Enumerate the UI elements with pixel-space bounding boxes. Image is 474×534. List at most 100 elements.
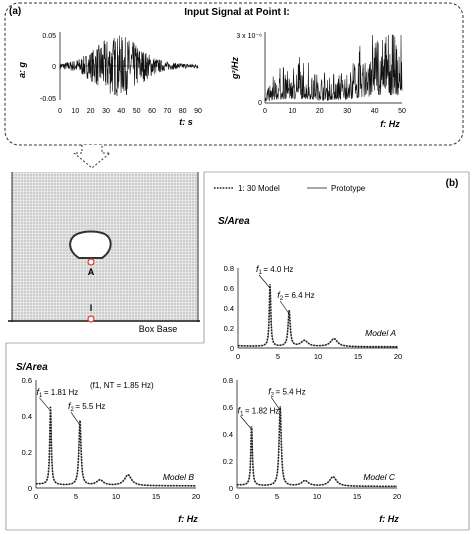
acc-xtick-label: 70 [163,108,171,115]
peak-label-sub: 2 [280,296,284,302]
psd-ytick-zero: 0 [258,100,262,107]
x-axis-title: f: Hz [379,514,399,524]
psd-signal-trace [264,34,403,102]
x-tick-label: 20 [394,352,402,361]
y-tick-label: 0.6 [223,403,233,412]
acc-ytick-mid: 0 [52,64,56,71]
panel-a-label: (a) [9,6,21,17]
model-annotation: Model B [163,472,195,482]
peak-label-f: f [36,387,40,397]
peak-label-text: = 5.4 Hz [276,387,306,396]
x-tick-label: 5 [275,492,279,501]
x-tick-label: 5 [74,492,78,501]
legend: 1: 30 Model Prototype [214,184,366,193]
model-annotation: Model A [365,328,396,338]
acc-xtick-label: 10 [71,108,79,115]
peak-label-f: f [238,405,242,415]
x-tick-label: 15 [354,352,362,361]
psd-xtick-label: 40 [371,108,379,115]
peak-label-text: = 1.82 Hz [245,406,279,415]
x-tick-label: 10 [313,492,321,501]
x-tick-label: 20 [192,492,200,501]
panel-a-title: Input Signal at Point I: [184,7,290,18]
peak-label-sub: 1 [259,270,263,276]
psd-xtick-label: 30 [343,108,351,115]
y-tick-label: 0.2 [22,448,32,457]
y-tick-label: 0 [230,344,234,353]
panel-b-label: (b) [446,178,459,189]
peak-label-text: = 5.5 Hz [75,402,105,411]
chart-model-a: 0 0.2 0.4 0.6 0.8 0 5 10 15 20 f 1 = 4.0 Hz f2 = 6.4 H… [218,216,402,361]
x-tick-label: 15 [152,492,160,501]
peak-label-text: = 4.0 Hz [263,265,293,274]
y-axis-title: S/Area [218,216,250,227]
acc-xtick-label: 40 [117,108,125,115]
peak-label-leader [279,300,290,315]
peak-label-text: = 1.81 Hz [44,388,78,397]
y-tick-label: 0.8 [224,264,234,273]
natural-frequency-note: (f1, NT = 1.85 Hz) [90,381,154,390]
acc-xtick-label: 20 [87,108,95,115]
acc-xtick-label: 30 [102,108,110,115]
psd-ytick-top: 3 x 10⁻⁶ [236,33,262,40]
peak-label: f1 = 1.82 Hz [238,405,280,417]
box-base-label: Box Base [139,324,178,334]
down-arrow [72,145,112,169]
acc-xtick-label: 80 [179,108,187,115]
peak-label: f2 = 6.4 Hz [277,290,314,302]
psd-x-label: f: Hz [380,119,400,129]
y-tick-label: 0.4 [224,304,234,313]
series-line-prototype [237,288,398,348]
point-i-label: I [90,303,93,313]
model-b-x-label: f: Hz [178,514,198,524]
psd-xtick-label: 20 [316,108,324,115]
peak-label-sub: 2 [71,407,75,413]
psd-xtick-label: 0 [263,108,267,115]
peak-label-leader [70,412,81,426]
x-tick-label: 15 [353,492,361,501]
acc-x-ticks: 0 10 20 30 40 50 60 70 80 90 [58,108,202,115]
y-tick-label: 0.6 [224,284,234,293]
peak-label-leader [240,416,252,430]
peak-label: f1 = 1.81 Hz [36,387,78,399]
peak-label-text: = 6.4 Hz [285,291,315,300]
peak-label-leader [270,397,281,411]
y-axis-title: S/Area [16,362,48,373]
acc-x-label: t: s [179,117,193,127]
y-tick-label: 0.8 [223,376,233,385]
legend-model-label: 1: 30 Model [238,184,280,193]
peak-label-f: f [68,401,72,411]
psd-plot: 3 x 10⁻⁶ 0 g²/Hz 0 10 20 30 40 50 f: Hz [230,32,406,129]
series-line-model [237,284,399,348]
series-line-model [236,406,397,488]
peak-label-f: f [268,386,272,396]
schematic: A I Box Base [8,172,200,334]
acc-y-label: a: g [17,62,27,79]
peak-label-sub: 1 [240,411,244,417]
acc-xtick-label: 0 [58,108,62,115]
peak-label-sub: 2 [271,392,275,398]
x-tick-label: 10 [314,352,322,361]
model-annotation: Model C [363,472,396,482]
point-a-label: A [88,267,95,277]
psd-xtick-label: 50 [398,108,406,115]
series-line-model [35,406,196,487]
peak-label: f2 = 5.5 Hz [68,401,105,413]
psd-xtick-label: 10 [289,108,297,115]
x-tick-label: 5 [276,352,280,361]
x-tick-label: 0 [236,352,240,361]
psd-x-ticks: 0 10 20 30 40 50 [263,108,406,115]
y-tick-label: 0.4 [22,412,32,421]
y-tick-label: 0.2 [223,457,233,466]
y-tick-label: 0.4 [223,430,233,439]
peak-label-sub: 1 [39,393,43,399]
peak-label-f: f [277,290,281,300]
peak-label: f2 = 5.4 Hz [268,386,305,398]
legend-prototype-label: Prototype [331,184,366,193]
acc-xtick-label: 60 [148,108,156,115]
acc-ytick-top: 0.05 [42,33,56,40]
y-tick-label: 0.2 [224,324,234,333]
y-tick-label: 0 [28,484,32,493]
